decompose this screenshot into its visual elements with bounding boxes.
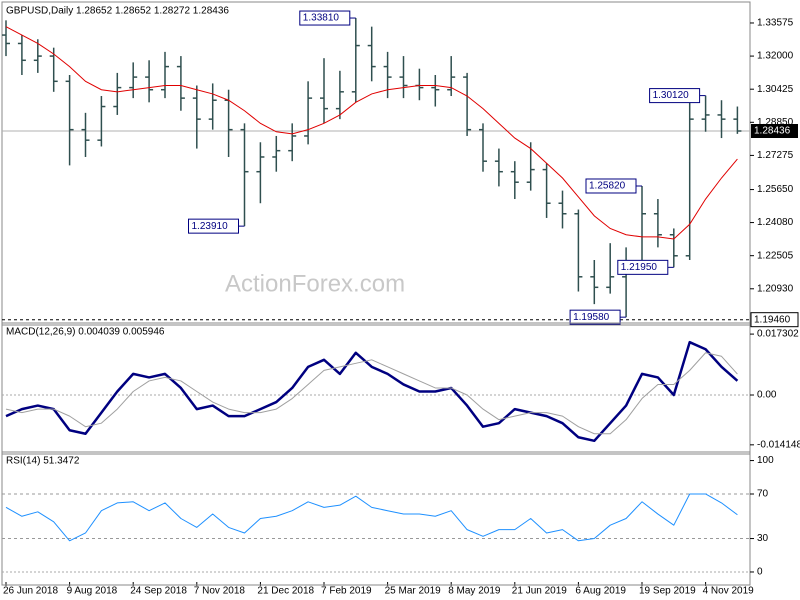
indicator-line <box>5 352 738 435</box>
annotation-box <box>299 10 351 26</box>
x-tick-label: 24 Sep 2018 <box>130 586 187 597</box>
annotation-box <box>649 88 701 104</box>
x-tick-label: 8 May 2019 <box>448 586 501 597</box>
x-tick-label: 7 Feb 2019 <box>321 586 372 597</box>
x-tick-label: 9 Aug 2018 <box>67 586 118 597</box>
y-tick-label: 0 <box>757 567 763 578</box>
y-tick-label: -0.014148 <box>757 439 800 450</box>
y-tick-label: 1.32000 <box>757 51 794 62</box>
annotation-label: 1.25820 <box>589 181 626 192</box>
moving-average <box>5 26 738 240</box>
low-line-label: 1.19460 <box>754 314 791 325</box>
current-price-label: 1.28436 <box>754 126 791 137</box>
y-tick-label: 1.20930 <box>757 283 794 294</box>
y-tick-label: 1.30425 <box>757 84 794 95</box>
panel-frame <box>1 322 751 455</box>
x-tick-label: 21 Dec 2018 <box>257 586 314 597</box>
panel-title: GBPUSD,Daily 1.28652 1.28652 1.28272 1.2… <box>6 6 229 17</box>
y-tick-label: 1.27275 <box>757 150 794 161</box>
annotation-label: 1.19580 <box>573 312 610 323</box>
x-tick-label: 6 Aug 2019 <box>575 586 626 597</box>
y-tick-label: 1.25650 <box>757 184 794 195</box>
annotation-box <box>188 218 239 234</box>
annotation-label: 1.23910 <box>192 221 229 232</box>
y-tick-label: 100 <box>757 455 774 466</box>
current-price-box <box>751 124 798 139</box>
x-tick-label: 25 Mar 2019 <box>385 586 442 597</box>
annotation-label: 1.33810 <box>303 13 340 24</box>
annotation-box <box>569 309 621 325</box>
annotation-label: 1.30120 <box>653 90 690 101</box>
low-line-box <box>750 312 799 328</box>
panel-title: RSI(14) 51.3472 <box>6 456 80 467</box>
annotation-box <box>617 259 669 275</box>
x-tick-label: 21 Jun 2019 <box>512 586 567 597</box>
y-tick-label: 1.28850 <box>757 117 794 128</box>
panel-frame <box>1 451 751 586</box>
panel-title: MACD(12,26,9) 0.004039 0.005946 <box>6 327 165 338</box>
y-tick-label: 30 <box>757 533 769 544</box>
annotation-box <box>585 178 637 194</box>
annotation-label: 1.21950 <box>621 262 658 273</box>
y-tick-label: 0.017302 <box>757 329 799 340</box>
watermark: ActionForex.com <box>225 270 405 297</box>
y-tick-label: 1.24080 <box>757 217 794 228</box>
indicator-line <box>5 340 739 443</box>
panel-frame <box>1 1 751 326</box>
y-tick-label: 1.22505 <box>757 250 794 261</box>
indicator-line <box>5 493 738 542</box>
y-tick-label: 0.00 <box>757 390 777 401</box>
x-tick-label: 19 Sep 2019 <box>639 586 696 597</box>
x-tick-label: 26 Jun 2018 <box>3 586 58 597</box>
y-tick-label: 70 <box>757 489 769 500</box>
x-tick-label: 7 Nov 2018 <box>194 586 246 597</box>
x-tick-label: 4 Nov 2019 <box>703 586 755 597</box>
y-tick-label: 1.33575 <box>757 18 794 29</box>
